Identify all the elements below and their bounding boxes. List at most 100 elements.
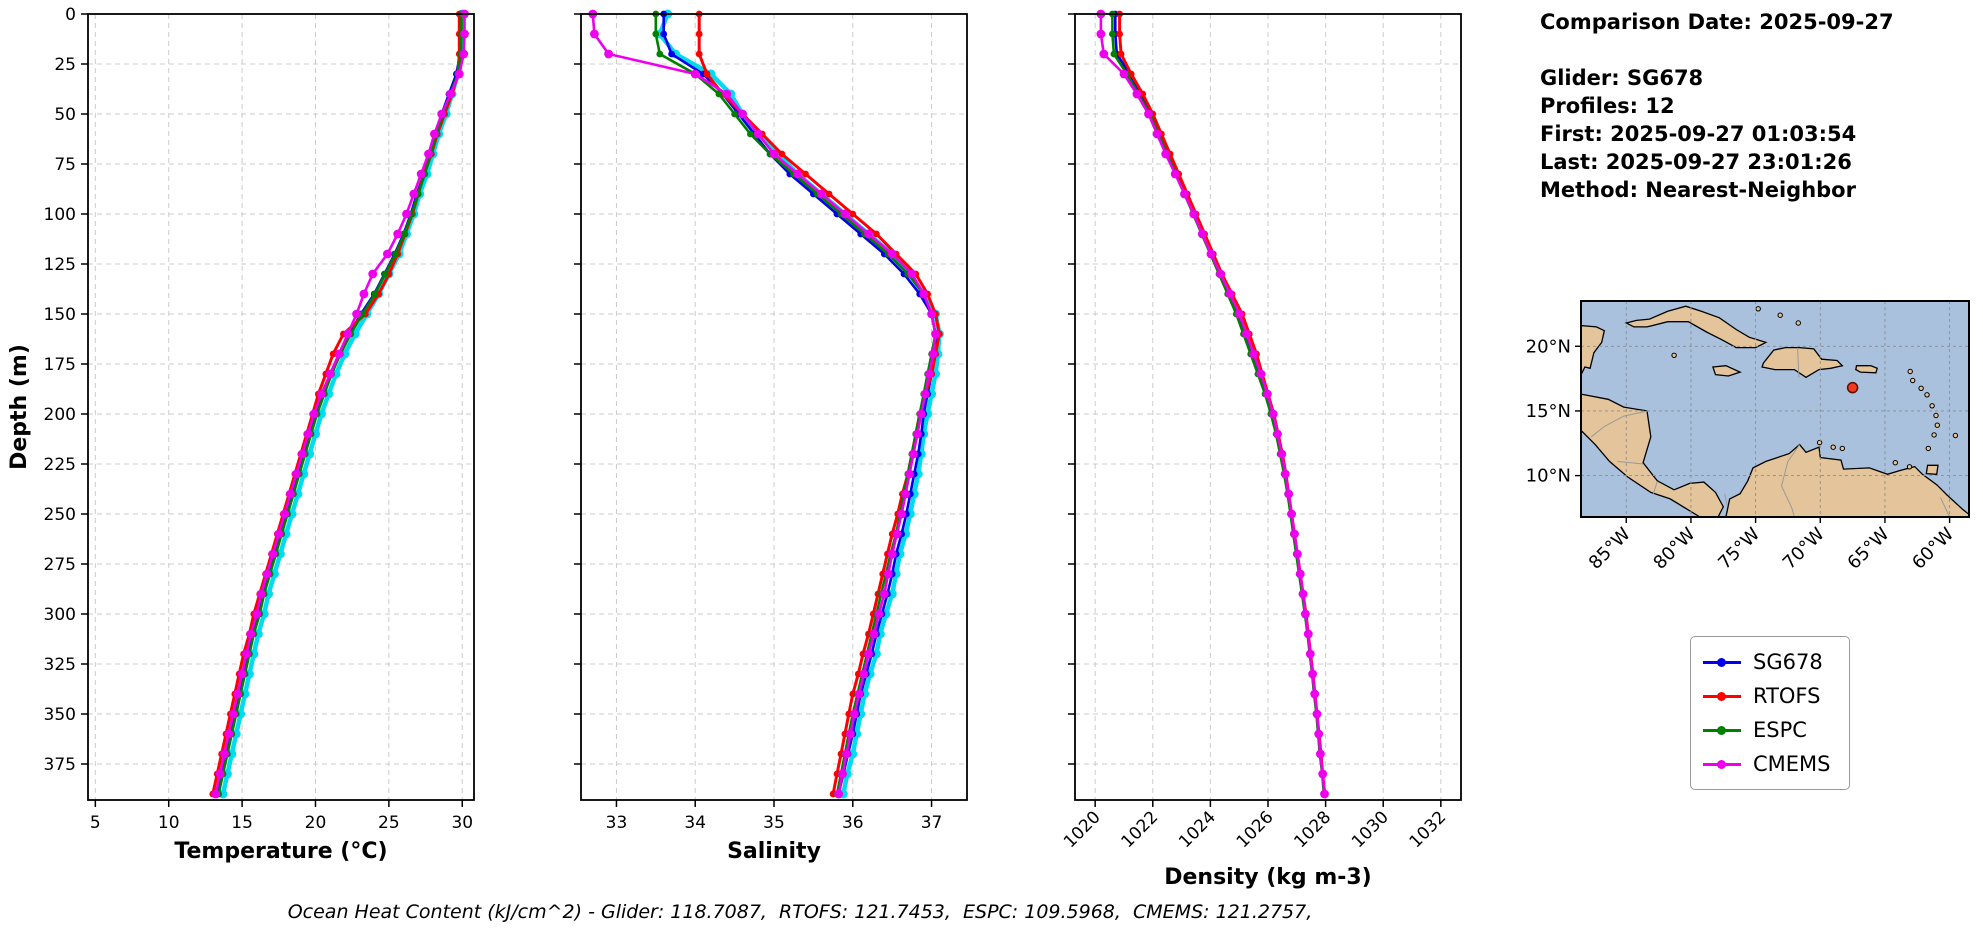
glider-name: Glider: SG678 bbox=[1540, 66, 1704, 90]
temperature-line-glider_raw bbox=[220, 13, 465, 795]
svg-text:175: 175 bbox=[44, 355, 76, 375]
small-island bbox=[1933, 412, 1939, 419]
salinity-xlabel: Salinity bbox=[727, 839, 821, 864]
svg-text:375: 375 bbox=[44, 755, 76, 775]
svg-text:1026: 1026 bbox=[1233, 807, 1278, 852]
temperature-line-cmems bbox=[214, 14, 466, 795]
comparison-date: Comparison Date: 2025-09-27 bbox=[1540, 10, 1894, 34]
svg-text:1030: 1030 bbox=[1348, 807, 1393, 852]
svg-text:75: 75 bbox=[54, 155, 76, 175]
density-xlabel: Density (kg m-3) bbox=[1164, 865, 1372, 890]
salinity-plot: 33 34 35 36 37 Salinity bbox=[574, 9, 968, 864]
density-plot: 1020 1022 1024 1026 1028 1030 1032 Density (kg … bbox=[1060, 9, 1462, 890]
landmass bbox=[1580, 324, 1606, 375]
last-profile-time: Last: 2025-09-27 23:01:26 bbox=[1540, 150, 1852, 174]
small-island bbox=[1907, 368, 1913, 375]
svg-text:60°W: 60°W bbox=[1908, 524, 1958, 574]
small-island bbox=[1839, 445, 1845, 452]
salinity-line-cmems bbox=[591, 13, 937, 795]
small-island bbox=[1777, 312, 1783, 318]
svg-text:1020: 1020 bbox=[1060, 807, 1105, 852]
svg-text:15°N: 15°N bbox=[1526, 401, 1571, 422]
svg-text:10°N: 10°N bbox=[1526, 466, 1571, 487]
svg-text:325: 325 bbox=[44, 655, 76, 675]
svg-text:200: 200 bbox=[44, 405, 76, 425]
small-island bbox=[1671, 352, 1677, 358]
svg-text:1022: 1022 bbox=[1118, 807, 1163, 852]
ocean-heat-content-text: Ocean Heat Content (kJ/cm^2) - Glider: 1… bbox=[287, 901, 1313, 923]
rtofs-line-marker-icon bbox=[1703, 690, 1741, 702]
small-island bbox=[1910, 377, 1916, 384]
svg-text:85°W: 85°W bbox=[1585, 524, 1635, 574]
svg-text:75°W: 75°W bbox=[1714, 524, 1764, 574]
glider-position-marker bbox=[1846, 381, 1859, 394]
density-line-rtofs bbox=[1118, 14, 1327, 795]
salinity-line-glider_raw bbox=[657, 13, 942, 795]
svg-text:125: 125 bbox=[44, 255, 76, 275]
legend: SG678 RTOFS ESPC CMEMS bbox=[1690, 636, 1850, 790]
depth-ylabel: Depth (m) bbox=[7, 344, 32, 470]
small-island bbox=[1830, 444, 1836, 450]
location-map: 85°W 80°W 75°W 70°W 65°W 60°W 20°N 15°N 10°N bbox=[1526, 300, 1970, 574]
landmass bbox=[1624, 305, 1768, 349]
small-island bbox=[1929, 403, 1935, 409]
density-line-cmems bbox=[1099, 14, 1326, 795]
svg-text:80°W: 80°W bbox=[1649, 524, 1699, 574]
small-island bbox=[1934, 422, 1940, 428]
method-label: Method: Nearest-Neighbor bbox=[1540, 178, 1856, 202]
legend-label: CMEMS bbox=[1753, 752, 1831, 776]
svg-text:34: 34 bbox=[684, 813, 706, 833]
svg-text:33: 33 bbox=[606, 813, 628, 833]
legend-label: RTOFS bbox=[1753, 684, 1821, 708]
svg-text:10: 10 bbox=[158, 813, 180, 833]
svg-text:0: 0 bbox=[65, 5, 76, 25]
svg-text:350: 350 bbox=[44, 705, 76, 725]
landmass bbox=[1925, 464, 1939, 475]
small-island bbox=[1931, 432, 1937, 438]
svg-text:250: 250 bbox=[44, 505, 76, 525]
svg-text:1024: 1024 bbox=[1175, 807, 1220, 852]
svg-text:1028: 1028 bbox=[1290, 807, 1335, 852]
profile-charts: 5 10 15 20 25 3002550751001251501752002252502… bbox=[7, 5, 1462, 890]
landmass bbox=[1725, 443, 1970, 518]
sg678-line-marker-icon bbox=[1703, 656, 1741, 668]
temperature-xlabel: Temperature (°C) bbox=[174, 839, 387, 864]
landmass bbox=[1855, 365, 1878, 374]
first-profile-time: First: 2025-09-27 01:03:54 bbox=[1540, 122, 1857, 146]
density-line-sg678 bbox=[1114, 14, 1326, 795]
legend-item-espc: ESPC bbox=[1703, 713, 1831, 747]
salinity-line-sg678 bbox=[662, 14, 937, 795]
svg-text:37: 37 bbox=[921, 813, 943, 833]
profile-count: Profiles: 12 bbox=[1540, 94, 1675, 118]
temperature-plot: 5 10 15 20 25 3002550751001251501752002252502… bbox=[7, 5, 475, 864]
small-island bbox=[1925, 445, 1931, 452]
temperature-line-espc bbox=[217, 14, 463, 795]
svg-text:30: 30 bbox=[451, 813, 473, 833]
legend-item-cmems: CMEMS bbox=[1703, 747, 1831, 781]
svg-text:50: 50 bbox=[54, 105, 76, 125]
svg-text:300: 300 bbox=[44, 605, 76, 625]
svg-text:150: 150 bbox=[44, 305, 76, 325]
legend-label: ESPC bbox=[1753, 718, 1807, 742]
legend-item-sg678: SG678 bbox=[1703, 645, 1831, 679]
svg-text:1032: 1032 bbox=[1406, 807, 1451, 852]
small-island bbox=[1906, 464, 1913, 470]
map-frame bbox=[1580, 300, 1970, 518]
small-island bbox=[1795, 320, 1801, 326]
svg-text:225: 225 bbox=[44, 455, 76, 475]
svg-text:20°N: 20°N bbox=[1526, 336, 1571, 357]
svg-text:5: 5 bbox=[90, 813, 101, 833]
svg-text:70°W: 70°W bbox=[1779, 524, 1829, 574]
density-line-espc bbox=[1111, 14, 1326, 795]
svg-text:15: 15 bbox=[231, 813, 253, 833]
small-island bbox=[1918, 385, 1924, 392]
svg-text:20: 20 bbox=[305, 813, 327, 833]
legend-label: SG678 bbox=[1753, 650, 1823, 674]
temperature-line-sg678 bbox=[215, 14, 463, 795]
espc-line-marker-icon bbox=[1703, 724, 1741, 736]
small-island bbox=[1892, 460, 1898, 466]
info-panel: Comparison Date: 2025-09-27 Glider: SG67… bbox=[1540, 8, 1894, 204]
svg-text:25: 25 bbox=[54, 55, 76, 75]
svg-text:25: 25 bbox=[378, 813, 400, 833]
svg-text:65°W: 65°W bbox=[1843, 524, 1893, 574]
